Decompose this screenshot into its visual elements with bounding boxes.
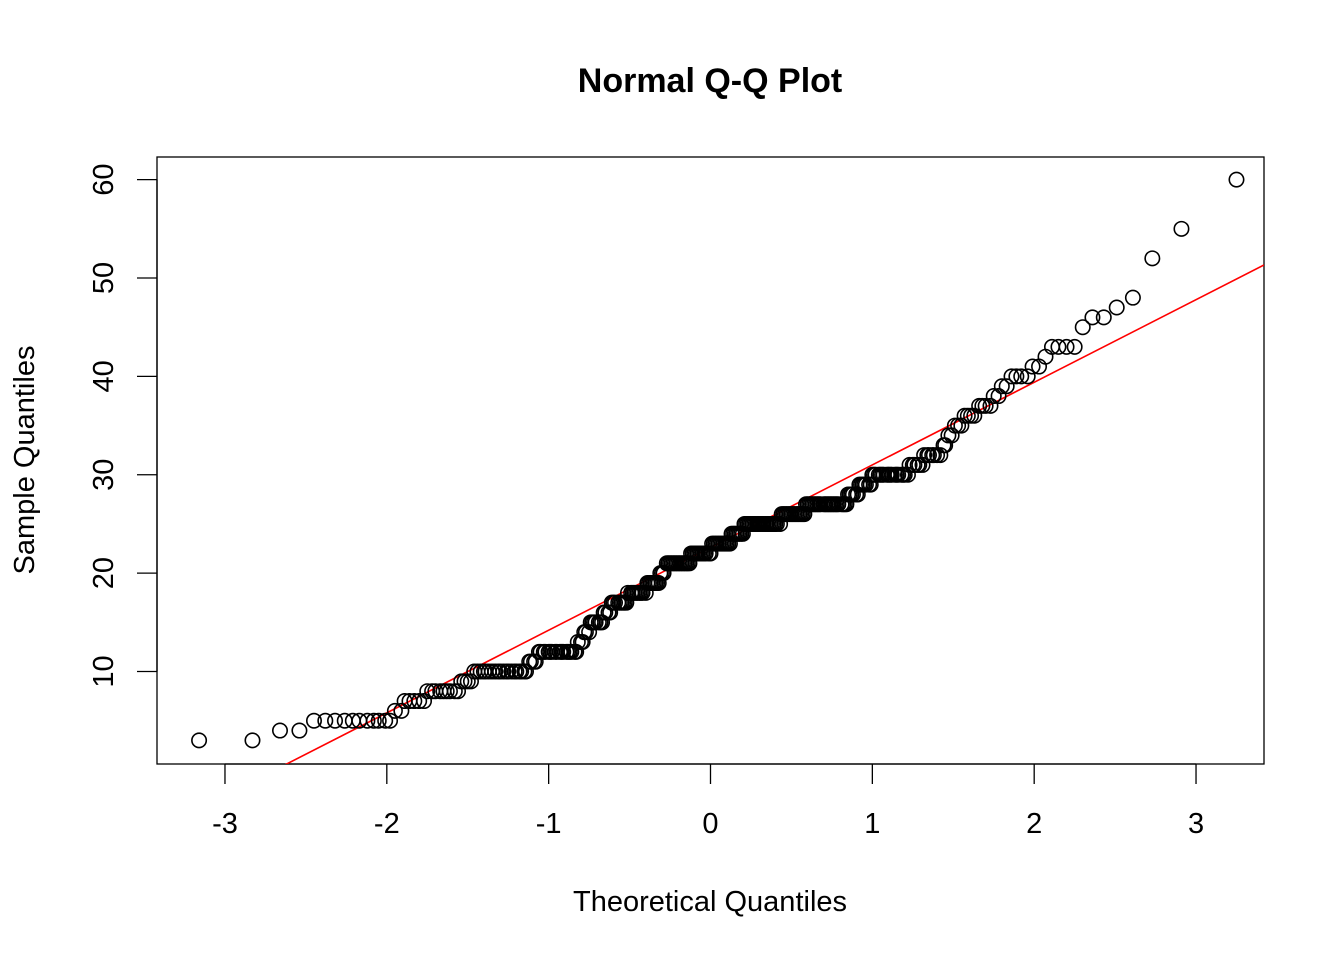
data-point: [382, 712, 399, 729]
data-point: [998, 378, 1015, 395]
y-axis: 10 20 30 40 50 60: [88, 163, 158, 688]
data-point: [365, 712, 382, 729]
data-point: [1108, 299, 1125, 316]
data-point: [862, 476, 879, 493]
data-point: [1066, 338, 1083, 355]
data-point: [370, 712, 387, 729]
y-tick-label: 40: [88, 360, 120, 392]
data-point: [386, 702, 403, 719]
data-point: [271, 722, 288, 739]
data-point: [1228, 171, 1245, 188]
y-tick-label: 20: [88, 557, 120, 589]
data-point: [990, 388, 1007, 405]
data-point: [1095, 309, 1112, 326]
data-point: [416, 693, 433, 710]
data-point: [244, 732, 261, 749]
data-point: [1058, 338, 1075, 355]
data-point: [966, 407, 983, 424]
y-tick-label: 30: [88, 459, 120, 491]
x-tick-label: 3: [1188, 808, 1204, 840]
y-tick-label: 60: [88, 163, 120, 195]
data-point: [1173, 220, 1190, 237]
data-point: [650, 574, 667, 591]
data-point: [305, 712, 322, 729]
data-point: [993, 378, 1010, 395]
data-point: [1013, 368, 1030, 385]
data-point: [1124, 289, 1141, 306]
data-point: [982, 397, 999, 414]
data-point: [977, 397, 994, 414]
data-point: [1050, 338, 1067, 355]
x-tick-label: -1: [536, 808, 562, 840]
y-axis-label: Sample Quantiles: [9, 346, 41, 575]
data-point: [1003, 368, 1020, 385]
data-point: [527, 653, 544, 670]
data-point: [1019, 368, 1036, 385]
x-tick-label: 2: [1026, 808, 1042, 840]
data-point: [932, 447, 949, 464]
x-tick-label: -2: [374, 808, 400, 840]
chart-title: Normal Q-Q Plot: [578, 62, 842, 100]
data-point: [406, 693, 423, 710]
data-point: [1144, 250, 1161, 267]
data-point: [441, 683, 458, 700]
data-point: [517, 663, 534, 680]
data-point: [419, 683, 436, 700]
data-point: [1084, 309, 1101, 326]
data-point: [359, 712, 376, 729]
data-point: [602, 604, 619, 621]
data-point: [317, 712, 334, 729]
data-point: [291, 722, 308, 739]
data-point: [1074, 319, 1091, 336]
data-point: [191, 732, 208, 749]
data-point: [411, 693, 428, 710]
data-point: [327, 712, 344, 729]
data-point: [1008, 368, 1025, 385]
x-axis: -3 -2 -1 0 1 2 3: [212, 763, 1204, 840]
y-tick-label: 10: [88, 655, 120, 687]
data-point: [377, 712, 394, 729]
data-point: [393, 702, 410, 719]
x-tick-label: 1: [864, 808, 880, 840]
data-point: [1024, 358, 1041, 375]
data-point: [985, 388, 1002, 405]
x-tick-label: 0: [702, 808, 718, 840]
x-axis-label: Theoretical Quantiles: [573, 886, 847, 918]
y-tick-label: 50: [88, 262, 120, 294]
x-tick-label: -3: [212, 808, 238, 840]
points-layer: [191, 171, 1245, 749]
